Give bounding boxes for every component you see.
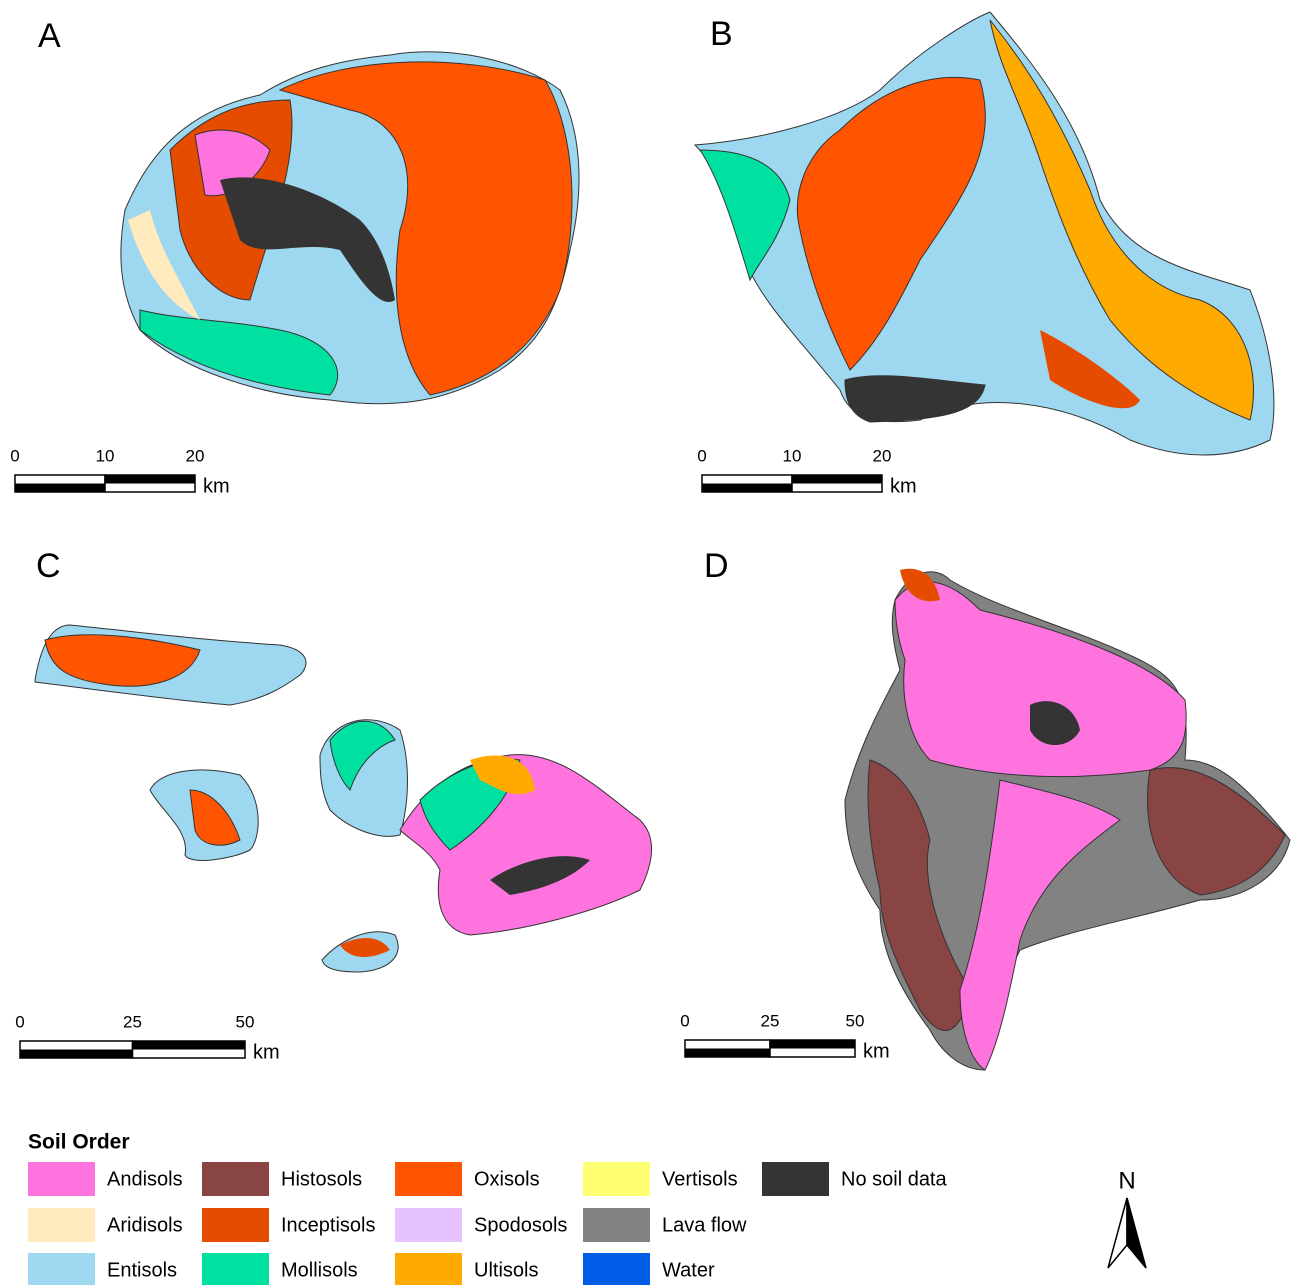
scale-bar-segment <box>132 1041 245 1050</box>
panel-label: A <box>38 17 61 55</box>
legend-swatch <box>28 1253 95 1285</box>
scale-tick-label: 0 <box>15 1012 24 1031</box>
scale-tick-label: 50 <box>846 1011 865 1030</box>
scale-tick-label: 0 <box>10 446 19 465</box>
north-arrow: N <box>1107 1167 1147 1269</box>
scale-bar-segment <box>15 483 105 492</box>
legend-swatch <box>583 1253 650 1285</box>
island-oahu <box>693 11 1275 456</box>
legend-swatch <box>202 1253 269 1285</box>
scale-tick-label: 0 <box>680 1011 689 1030</box>
scale-bar-segment <box>702 483 792 492</box>
legend-label: Ultisols <box>474 1259 538 1281</box>
island-hawaii <box>844 568 1291 1071</box>
scale-tick-label: 10 <box>783 446 802 465</box>
scale-unit: km <box>863 1040 890 1062</box>
legend-label: Mollisols <box>281 1259 358 1281</box>
scale-tick-label: 20 <box>873 446 892 465</box>
panel-label: C <box>36 547 61 585</box>
legend-label: Water <box>662 1259 715 1281</box>
islands-maui-nui <box>34 624 653 973</box>
legend-label: Oxisols <box>474 1168 540 1190</box>
legend-label: Lava flow <box>662 1214 747 1236</box>
north-label: N <box>1118 1167 1135 1194</box>
scale-tick-label: 20 <box>186 446 205 465</box>
legend-label: Vertisols <box>662 1168 738 1190</box>
legend-swatch <box>28 1208 95 1242</box>
legend-label: Histosols <box>281 1168 362 1190</box>
legend-label: Spodosols <box>474 1214 567 1236</box>
scale-bar-segment <box>792 475 882 484</box>
legend-swatch <box>395 1253 462 1285</box>
legend-label: Aridisols <box>107 1214 183 1236</box>
scale-unit: km <box>203 475 230 497</box>
legend-swatch <box>28 1162 95 1196</box>
island-kauai <box>120 51 580 405</box>
scale-tick-label: 10 <box>96 446 115 465</box>
panel-label: B <box>710 15 733 53</box>
scale-bar-segment <box>685 1048 770 1057</box>
scale-unit: km <box>253 1041 280 1063</box>
legend-label: Andisols <box>107 1168 183 1190</box>
panel-label: D <box>704 547 729 585</box>
legend-title: Soil Order <box>28 1131 130 1154</box>
legend-swatch <box>395 1162 462 1196</box>
legend-swatch <box>395 1208 462 1242</box>
scale-bar-segment <box>770 1040 855 1049</box>
scale-tick-label: 50 <box>236 1012 255 1031</box>
scale-bar-segment <box>105 475 195 484</box>
scale-tick-label: 0 <box>697 446 706 465</box>
legend-swatch <box>202 1162 269 1196</box>
scale-tick-label: 25 <box>761 1011 780 1030</box>
scale-bar-segment <box>20 1049 133 1058</box>
legend-swatch <box>762 1162 829 1196</box>
scale-unit: km <box>890 475 917 497</box>
scale-tick-label: 25 <box>123 1012 142 1031</box>
legend-swatch <box>202 1208 269 1242</box>
legend-label: Inceptisols <box>281 1214 376 1236</box>
legend-swatch <box>583 1162 650 1196</box>
legend-swatch <box>583 1208 650 1242</box>
legend-label: Entisols <box>107 1259 177 1281</box>
dynamic: A 0 10 20 km B 0 10 20 km C 0 25 50 km D 0 25 50 km Andisols… <box>10 15 947 1285</box>
legend-label: No soil data <box>841 1168 947 1190</box>
